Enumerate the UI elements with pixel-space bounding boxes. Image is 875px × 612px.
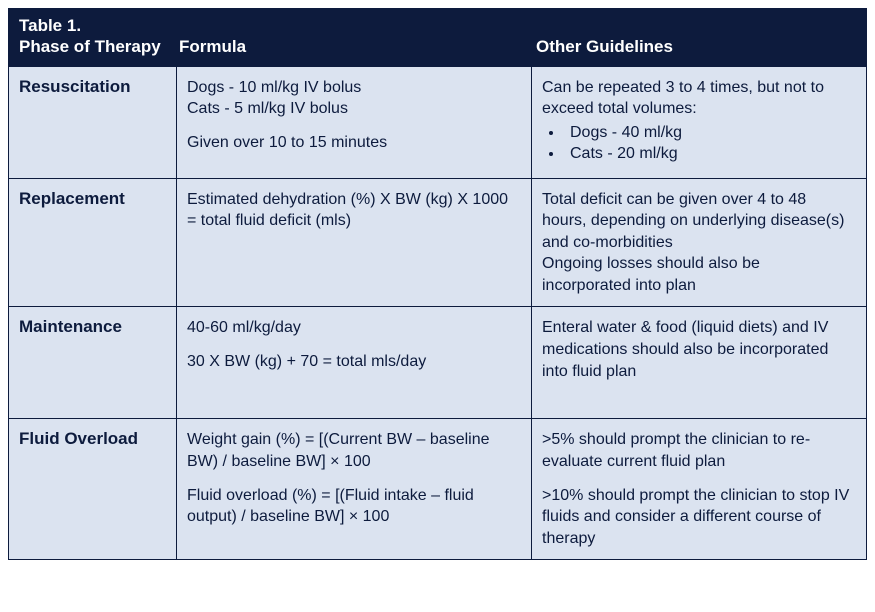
guidelines-cell: Can be repeated 3 to 4 times, but not to… [532, 67, 866, 178]
guidelines-cell: Enteral water & food (liquid diets) and … [532, 307, 866, 418]
formula-line: Dogs - 10 ml/kg IV bolus [187, 79, 361, 96]
formula-cell: 40-60 ml/kg/day 30 X BW (kg) + 70 = tota… [177, 307, 532, 418]
table-title: Table 1. [19, 16, 81, 35]
phase-label: Fluid Overload [19, 429, 138, 448]
guideline-text: >5% should prompt the clinician to re-ev… [542, 429, 852, 472]
phase-label: Resuscitation [19, 77, 130, 96]
formula-cell: Estimated dehydration (%) X BW (kg) X 10… [177, 179, 532, 307]
phase-label: Maintenance [19, 317, 122, 336]
formula-cell: Dogs - 10 ml/kg IV bolus Cats - 5 ml/kg … [177, 67, 532, 178]
formula-text: 40-60 ml/kg/day [187, 317, 519, 339]
guideline-bullet: Cats - 20 ml/kg [564, 143, 852, 165]
formula-cell: Weight gain (%) = [(Current BW – baselin… [177, 419, 532, 559]
table-row: Resuscitation Dogs - 10 ml/kg IV bolus C… [9, 66, 866, 178]
table-row: Maintenance 40-60 ml/kg/day 30 X BW (kg)… [9, 306, 866, 418]
phase-cell: Maintenance [9, 307, 177, 418]
col-header-phase: Phase of Therapy [19, 37, 161, 56]
guideline-list: Dogs - 40 ml/kg Cats - 20 ml/kg [542, 122, 852, 165]
phase-cell: Fluid Overload [9, 419, 177, 559]
formula-text: Given over 10 to 15 minutes [187, 132, 519, 154]
phase-cell: Resuscitation [9, 67, 177, 178]
table-row: Replacement Estimated dehydration (%) X … [9, 178, 866, 307]
formula-text: 30 X BW (kg) + 70 = total mls/day [187, 351, 519, 373]
formula-line: Cats - 5 ml/kg IV bolus [187, 100, 348, 117]
guideline-text: Total deficit can be given over 4 to 48 … [542, 189, 852, 254]
table-row: Fluid Overload Weight gain (%) = [(Curre… [9, 418, 866, 559]
header-col-phase: Table 1. Phase of Therapy [9, 9, 177, 66]
guideline-text: >10% should prompt the clinician to stop… [542, 485, 852, 550]
formula-text: Fluid overload (%) = [(Fluid intake – fl… [187, 485, 519, 528]
guidelines-cell: >5% should prompt the clinician to re-ev… [532, 419, 866, 559]
col-header-formula: Formula [179, 36, 246, 57]
guideline-text: Can be repeated 3 to 4 times, but not to… [542, 77, 852, 120]
formula-text: Estimated dehydration (%) X BW (kg) X 10… [187, 189, 519, 232]
phase-label: Replacement [19, 189, 125, 208]
table-header-row: Table 1. Phase of Therapy Formula Other … [9, 9, 866, 66]
header-col-guidelines: Other Guidelines [532, 9, 866, 66]
fluid-therapy-table: Table 1. Phase of Therapy Formula Other … [8, 8, 867, 560]
guideline-bullet: Dogs - 40 ml/kg [564, 122, 852, 144]
header-col-formula: Formula [177, 9, 532, 66]
col-header-guidelines: Other Guidelines [536, 36, 673, 57]
guideline-text: Enteral water & food (liquid diets) and … [542, 317, 852, 382]
formula-text: Weight gain (%) = [(Current BW – baselin… [187, 429, 519, 472]
formula-text: Dogs - 10 ml/kg IV bolus Cats - 5 ml/kg … [187, 77, 519, 120]
guideline-text: Ongoing losses should also be incorporat… [542, 253, 852, 296]
phase-cell: Replacement [9, 179, 177, 307]
guidelines-cell: Total deficit can be given over 4 to 48 … [532, 179, 866, 307]
